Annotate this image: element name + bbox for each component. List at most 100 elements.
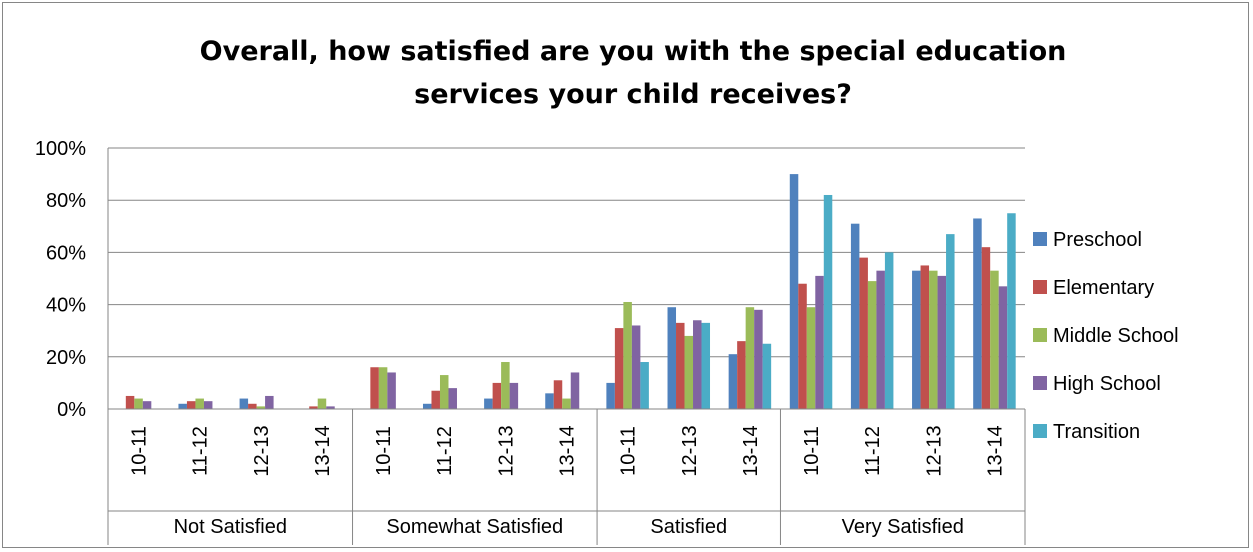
y-tick-label: 40% — [46, 295, 86, 317]
x-tick-label: 10-11 — [801, 426, 823, 476]
bar-high-school — [265, 395, 274, 409]
bar-high-school — [631, 325, 641, 409]
x-tick-label: 11-12 — [434, 426, 456, 476]
bar-elementary — [920, 265, 930, 409]
legend: Preschool Elementary Middle School High Sch… — [1033, 229, 1179, 443]
chart-title-line-1: Overall, how satisfied are you with the … — [200, 36, 1067, 67]
x-tick-label: 11-12 — [190, 426, 212, 476]
bar-high-school — [570, 372, 580, 409]
bar-elementary — [248, 403, 257, 409]
bar-middle-school — [806, 307, 816, 409]
bar-transition — [884, 252, 894, 409]
x-tick-label: 12-13 — [251, 425, 273, 476]
bar-chart: Overall, how satisfied are you with the … — [35, 36, 1179, 545]
bar-elementary — [431, 390, 440, 409]
bar-preschool — [239, 398, 249, 409]
bar-preschool — [606, 382, 615, 409]
bar-preschool — [912, 270, 921, 409]
bar-elementary — [859, 257, 868, 409]
bar-elementary — [614, 328, 624, 409]
bar-high-school — [387, 372, 396, 409]
bar-elementary — [370, 367, 379, 409]
bar-preschool — [789, 174, 799, 409]
bar-preschool — [667, 307, 677, 409]
x-tick-label: 13-14 — [984, 425, 1006, 476]
y-tick-label: 100% — [35, 138, 86, 160]
x-tick-label: 12-13 — [495, 425, 517, 476]
bar-high-school — [693, 320, 702, 409]
y-tick-label: 0% — [57, 399, 86, 421]
x-tick-label: 10-11 — [373, 426, 395, 476]
bar-elementary — [981, 247, 991, 409]
x-tick-label: 12-13 — [923, 425, 945, 476]
bars — [125, 174, 1016, 409]
legend-label-middle-school: Middle School — [1053, 325, 1179, 347]
bar-preschool — [850, 223, 860, 409]
legend-label-high-school: High School — [1053, 373, 1161, 395]
legend-label-transition: Transition — [1053, 421, 1140, 443]
group-label: Somewhat Satisfied — [386, 516, 563, 538]
bar-preschool — [484, 398, 493, 409]
bar-transition — [701, 322, 711, 409]
axes: 0% 20% 40% 60% 80% 100% 10-11 11-12 12-13 13-14 10… — [35, 138, 1026, 545]
bar-transition — [762, 343, 772, 409]
bar-middle-school — [378, 367, 388, 409]
x-tick-label: 13-14 — [312, 425, 334, 476]
bar-middle-school — [929, 270, 938, 409]
bar-elementary — [186, 401, 196, 409]
bar-middle-school — [317, 398, 327, 409]
legend-swatch-elementary — [1033, 280, 1047, 294]
bar-transition — [640, 362, 649, 409]
bar-middle-school — [439, 375, 449, 409]
bar-elementary — [492, 382, 502, 409]
bar-middle-school — [501, 362, 510, 409]
bar-middle-school — [562, 398, 571, 409]
bar-transition — [1007, 213, 1016, 409]
legend-swatch-transition — [1033, 424, 1047, 438]
bar-high-school — [754, 309, 763, 409]
bar-transition — [946, 234, 955, 409]
y-tick-label: 20% — [46, 347, 86, 369]
bar-elementary — [125, 395, 135, 409]
bar-preschool — [973, 218, 982, 409]
bar-preschool — [545, 393, 554, 409]
x-tick-label: 11-12 — [862, 426, 884, 476]
bar-high-school — [815, 275, 824, 409]
bar-elementary — [553, 380, 563, 409]
bar-preschool — [422, 403, 432, 409]
bar-elementary — [309, 406, 318, 409]
y-tick-label: 80% — [46, 190, 86, 212]
bar-middle-school — [256, 406, 266, 409]
x-tick-label: 13-14 — [740, 425, 762, 476]
bar-elementary — [798, 283, 807, 409]
bar-middle-school — [684, 335, 694, 409]
bar-high-school — [998, 286, 1008, 409]
legend-swatch-preschool — [1033, 232, 1047, 246]
bar-transition — [823, 194, 833, 409]
bar-elementary — [676, 322, 685, 409]
bar-high-school — [876, 270, 885, 409]
bar-middle-school — [195, 398, 204, 409]
bar-high-school — [937, 275, 947, 409]
bar-middle-school — [867, 281, 877, 409]
group-label: Very Satisfied — [842, 516, 964, 538]
group-label: Not Satisfied — [174, 516, 287, 538]
bar-middle-school — [990, 270, 999, 409]
bar-elementary — [737, 341, 746, 409]
bar-high-school — [142, 401, 152, 409]
legend-swatch-high-school — [1033, 376, 1047, 390]
legend-label-preschool: Preschool — [1053, 229, 1142, 251]
bar-middle-school — [745, 307, 755, 409]
bar-middle-school — [134, 398, 143, 409]
group-label: Satisfied — [650, 516, 727, 538]
x-tick-label: 13-14 — [557, 425, 579, 476]
bar-middle-school — [623, 301, 632, 409]
x-tick-label: 10-11 — [618, 426, 640, 476]
legend-swatch-middle-school — [1033, 328, 1047, 342]
legend-label-elementary: Elementary — [1053, 277, 1154, 299]
bar-high-school — [203, 401, 213, 409]
bar-preschool — [178, 403, 187, 409]
bar-high-school — [448, 388, 457, 409]
x-tick-label: 12-13 — [679, 425, 701, 476]
